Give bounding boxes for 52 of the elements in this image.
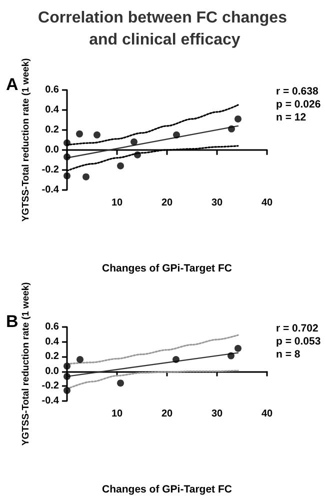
point xyxy=(64,172,70,180)
point xyxy=(117,380,124,387)
x-tick-label: 20 xyxy=(161,408,173,420)
y-tick-label: 0.4 xyxy=(45,104,60,116)
text: B xyxy=(6,312,18,331)
y-tick-label: -0.2 xyxy=(42,380,60,392)
point xyxy=(130,138,138,146)
y-tick-label: 0.2 xyxy=(45,351,60,362)
point xyxy=(64,386,70,394)
x-tick-label: 30 xyxy=(211,197,223,208)
chart-title: Correlation between FC changes and clinical efficacy xyxy=(38,10,288,48)
y-axis-title: YGTSS-Total reduction rate (1 week) xyxy=(20,58,32,222)
text: n = 8 xyxy=(276,348,300,360)
point xyxy=(234,115,242,122)
point xyxy=(76,130,83,138)
point xyxy=(172,356,180,363)
point xyxy=(82,173,90,180)
y-axis-title: YGTSS-Total reduction rate (1 week) xyxy=(20,282,32,446)
point xyxy=(234,344,242,352)
y-tick-label: -0.2 xyxy=(42,164,60,176)
point xyxy=(76,356,84,363)
text: A xyxy=(6,75,18,94)
y-tick-label: 0.4 xyxy=(45,336,60,348)
text: p = 0.026 xyxy=(276,98,321,110)
point xyxy=(64,362,70,370)
x-tick-label: 40 xyxy=(261,408,273,420)
point xyxy=(64,153,70,160)
y-tick-label: 0.6 xyxy=(45,84,60,96)
point xyxy=(134,151,141,158)
y-tick-label: 0.6 xyxy=(45,322,60,332)
x-tick-label: 10 xyxy=(111,408,123,420)
x-tick-label: 10 xyxy=(111,197,123,208)
point xyxy=(64,139,70,146)
x-tick-label: 40 xyxy=(261,197,273,208)
text: n = 12 xyxy=(276,112,306,124)
text: r = 0.638 xyxy=(276,86,318,98)
point xyxy=(117,162,124,170)
x-tick-label: 20 xyxy=(161,197,173,208)
x-axis-title: Changes of GPi-Target FC xyxy=(102,262,232,274)
text: r = 0.702 xyxy=(276,322,318,334)
point xyxy=(94,131,100,138)
text: p = 0.053 xyxy=(276,336,321,348)
y-tick-label: -0.4 xyxy=(42,184,60,196)
y-tick-label: 0.0 xyxy=(45,366,60,377)
point xyxy=(173,131,180,138)
x-tick-label: 30 xyxy=(211,408,223,420)
y-tick-label: 0.0 xyxy=(45,144,60,156)
point xyxy=(228,125,235,132)
point xyxy=(228,352,234,360)
y-tick-label: -0.4 xyxy=(42,395,60,406)
x-axis-title: Changes of GPi-Target FC xyxy=(102,484,232,496)
y-tick-label: 0.2 xyxy=(45,124,60,136)
